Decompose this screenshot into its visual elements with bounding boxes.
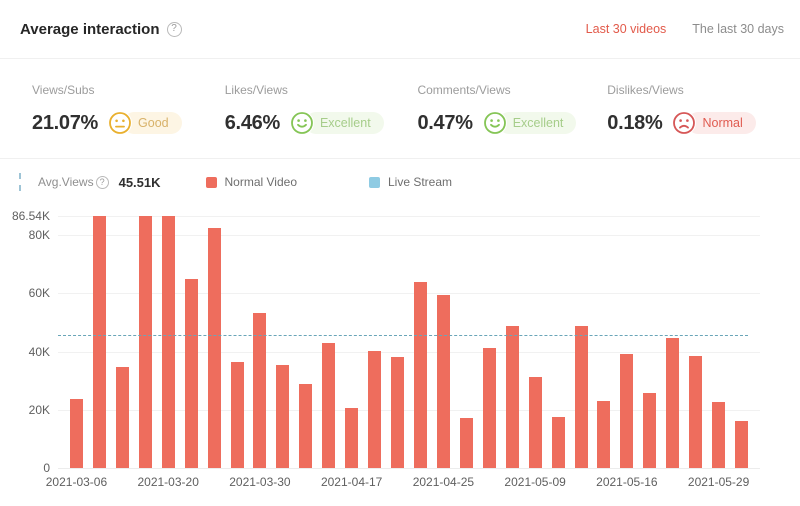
chart-legend-row: Avg.Views ? 45.51K Normal Video Live Str…: [0, 159, 800, 205]
x-axis-label: 2021-05-29: [687, 475, 750, 489]
legend-item-live-stream[interactable]: Live Stream: [369, 175, 452, 189]
avg-line-icon: [19, 173, 21, 191]
bar-video-25[interactable]: [620, 353, 634, 468]
bar-video-9[interactable]: [253, 313, 267, 468]
status-label: Normal: [687, 112, 756, 134]
bar-video-7[interactable]: [207, 227, 221, 468]
y-axis-label: 20K: [28, 402, 50, 417]
x-axis-label: 2021-04-25: [412, 475, 475, 489]
y-axis-label: 60K: [28, 286, 50, 301]
bar-video-15[interactable]: [391, 356, 405, 468]
avg-views-value: 45.51K: [118, 174, 161, 190]
metrics-row: Views/Subs 21.07% Good Likes/Views 6.46%: [0, 59, 800, 158]
page-title: Average interaction: [20, 20, 160, 38]
bar-video-20[interactable]: [505, 325, 519, 468]
help-icon[interactable]: ?: [95, 175, 109, 189]
metrics-divider: [0, 158, 800, 159]
panel-header: Average interaction ? Last 30 videos The…: [0, 0, 800, 58]
x-axis-label: 2021-05-16: [596, 475, 658, 489]
status-badge: Good: [108, 111, 182, 135]
status-label: Excellent: [304, 112, 384, 134]
bar-video-23[interactable]: [574, 325, 588, 468]
range-tabs: Last 30 videos The last 30 days: [586, 22, 784, 36]
metric-value: 6.46%: [224, 111, 281, 134]
bar-video-3[interactable]: [115, 366, 129, 468]
avg-views-line: [58, 335, 748, 337]
bar-video-26[interactable]: [643, 393, 657, 468]
y-axis-label: 86.54K: [11, 209, 50, 223]
bar-video-17[interactable]: [436, 295, 450, 468]
metric-label: Comments/Views: [417, 83, 511, 97]
bar-video-16[interactable]: [413, 281, 427, 468]
gridline-86.54K: [58, 216, 760, 217]
header-divider: [0, 58, 800, 59]
legend-item-normal-video[interactable]: Normal Video: [205, 175, 297, 189]
bar-video-21[interactable]: [528, 377, 542, 468]
title-wrap: Average interaction ?: [20, 21, 182, 38]
y-axis-label: 0: [43, 461, 50, 475]
help-icon[interactable]: ?: [166, 21, 182, 37]
bar-video-11[interactable]: [299, 383, 313, 468]
neutral-face-icon: [108, 111, 133, 135]
metric-views-subs: Views/Subs 21.07% Good: [32, 83, 225, 158]
metric-label: Views/Subs: [32, 83, 95, 97]
status-badge: Normal: [672, 111, 756, 135]
bar-video-28[interactable]: [689, 355, 703, 468]
metric-value: 21.07%: [32, 111, 99, 134]
happy-face-icon: [482, 111, 507, 135]
x-axis-label: 2021-03-30: [229, 475, 291, 489]
tab-last-30-videos[interactable]: Last 30 videos: [585, 22, 667, 36]
live-stream-swatch-icon: [369, 176, 380, 188]
happy-face-icon: [289, 111, 314, 135]
metric-label: Dislikes/Views: [607, 83, 684, 97]
legend-item-label: Normal Video: [224, 175, 297, 189]
x-axis-label: 2021-05-09: [504, 475, 566, 489]
views-bar-chart: 0 20K 40K 60K 80K 86.54K 2021-03-06 2021-03-20 2…: [0, 205, 800, 506]
bar-video-12[interactable]: [322, 343, 336, 468]
bar-video-14[interactable]: [368, 351, 382, 468]
bar-video-4[interactable]: [138, 216, 152, 468]
gridline-60K: [58, 293, 760, 295]
metric-comments-views: Comments/Views 0.47% Excellent: [417, 83, 607, 158]
bar-video-8[interactable]: [230, 362, 244, 468]
bar-video-30[interactable]: [735, 421, 749, 468]
sad-face-icon: [672, 111, 697, 135]
x-axis-line: [58, 468, 760, 469]
status-label: Good: [123, 112, 182, 134]
bar-video-27[interactable]: [666, 337, 680, 468]
bar-video-13[interactable]: [345, 408, 359, 468]
bar-video-29[interactable]: [712, 402, 726, 468]
normal-video-swatch-icon: [205, 176, 217, 188]
bar-video-24[interactable]: [597, 400, 611, 468]
bar-video-1[interactable]: [69, 398, 83, 468]
bar-video-2[interactable]: [92, 216, 106, 468]
x-axis-label: 2021-03-06: [45, 475, 108, 489]
metric-dislikes-views: Dislikes/Views 0.18% Normal: [607, 83, 800, 158]
metric-value: 0.47%: [417, 111, 473, 134]
gridline-40K: [58, 351, 760, 353]
tab-last-30-days[interactable]: The last 30 days: [692, 22, 784, 36]
x-axis-label: 2021-04-17: [320, 475, 383, 489]
metric-likes-views: Likes/Views 6.46% Excellent: [225, 83, 418, 158]
bar-video-5[interactable]: [161, 216, 175, 468]
status-label: Excellent: [497, 112, 577, 134]
bar-video-18[interactable]: [459, 418, 473, 468]
bar-video-19[interactable]: [482, 348, 496, 468]
metric-value: 0.18%: [607, 111, 663, 134]
gridline-80K: [58, 235, 760, 237]
metric-label: Likes/Views: [224, 83, 288, 97]
gridline-20K: [58, 409, 760, 411]
y-axis-label: 40K: [28, 344, 50, 359]
status-badge: Excellent: [482, 111, 577, 135]
bar-video-22[interactable]: [551, 417, 565, 468]
bar-video-10[interactable]: [276, 364, 290, 468]
legend-item-label: Live Stream: [388, 175, 453, 189]
avg-views-label: Avg.Views: [38, 175, 94, 189]
y-axis-label: 80K: [28, 228, 50, 243]
status-badge: Excellent: [289, 111, 384, 135]
x-axis-label: 2021-03-20: [137, 475, 199, 489]
bar-video-6[interactable]: [184, 279, 198, 468]
